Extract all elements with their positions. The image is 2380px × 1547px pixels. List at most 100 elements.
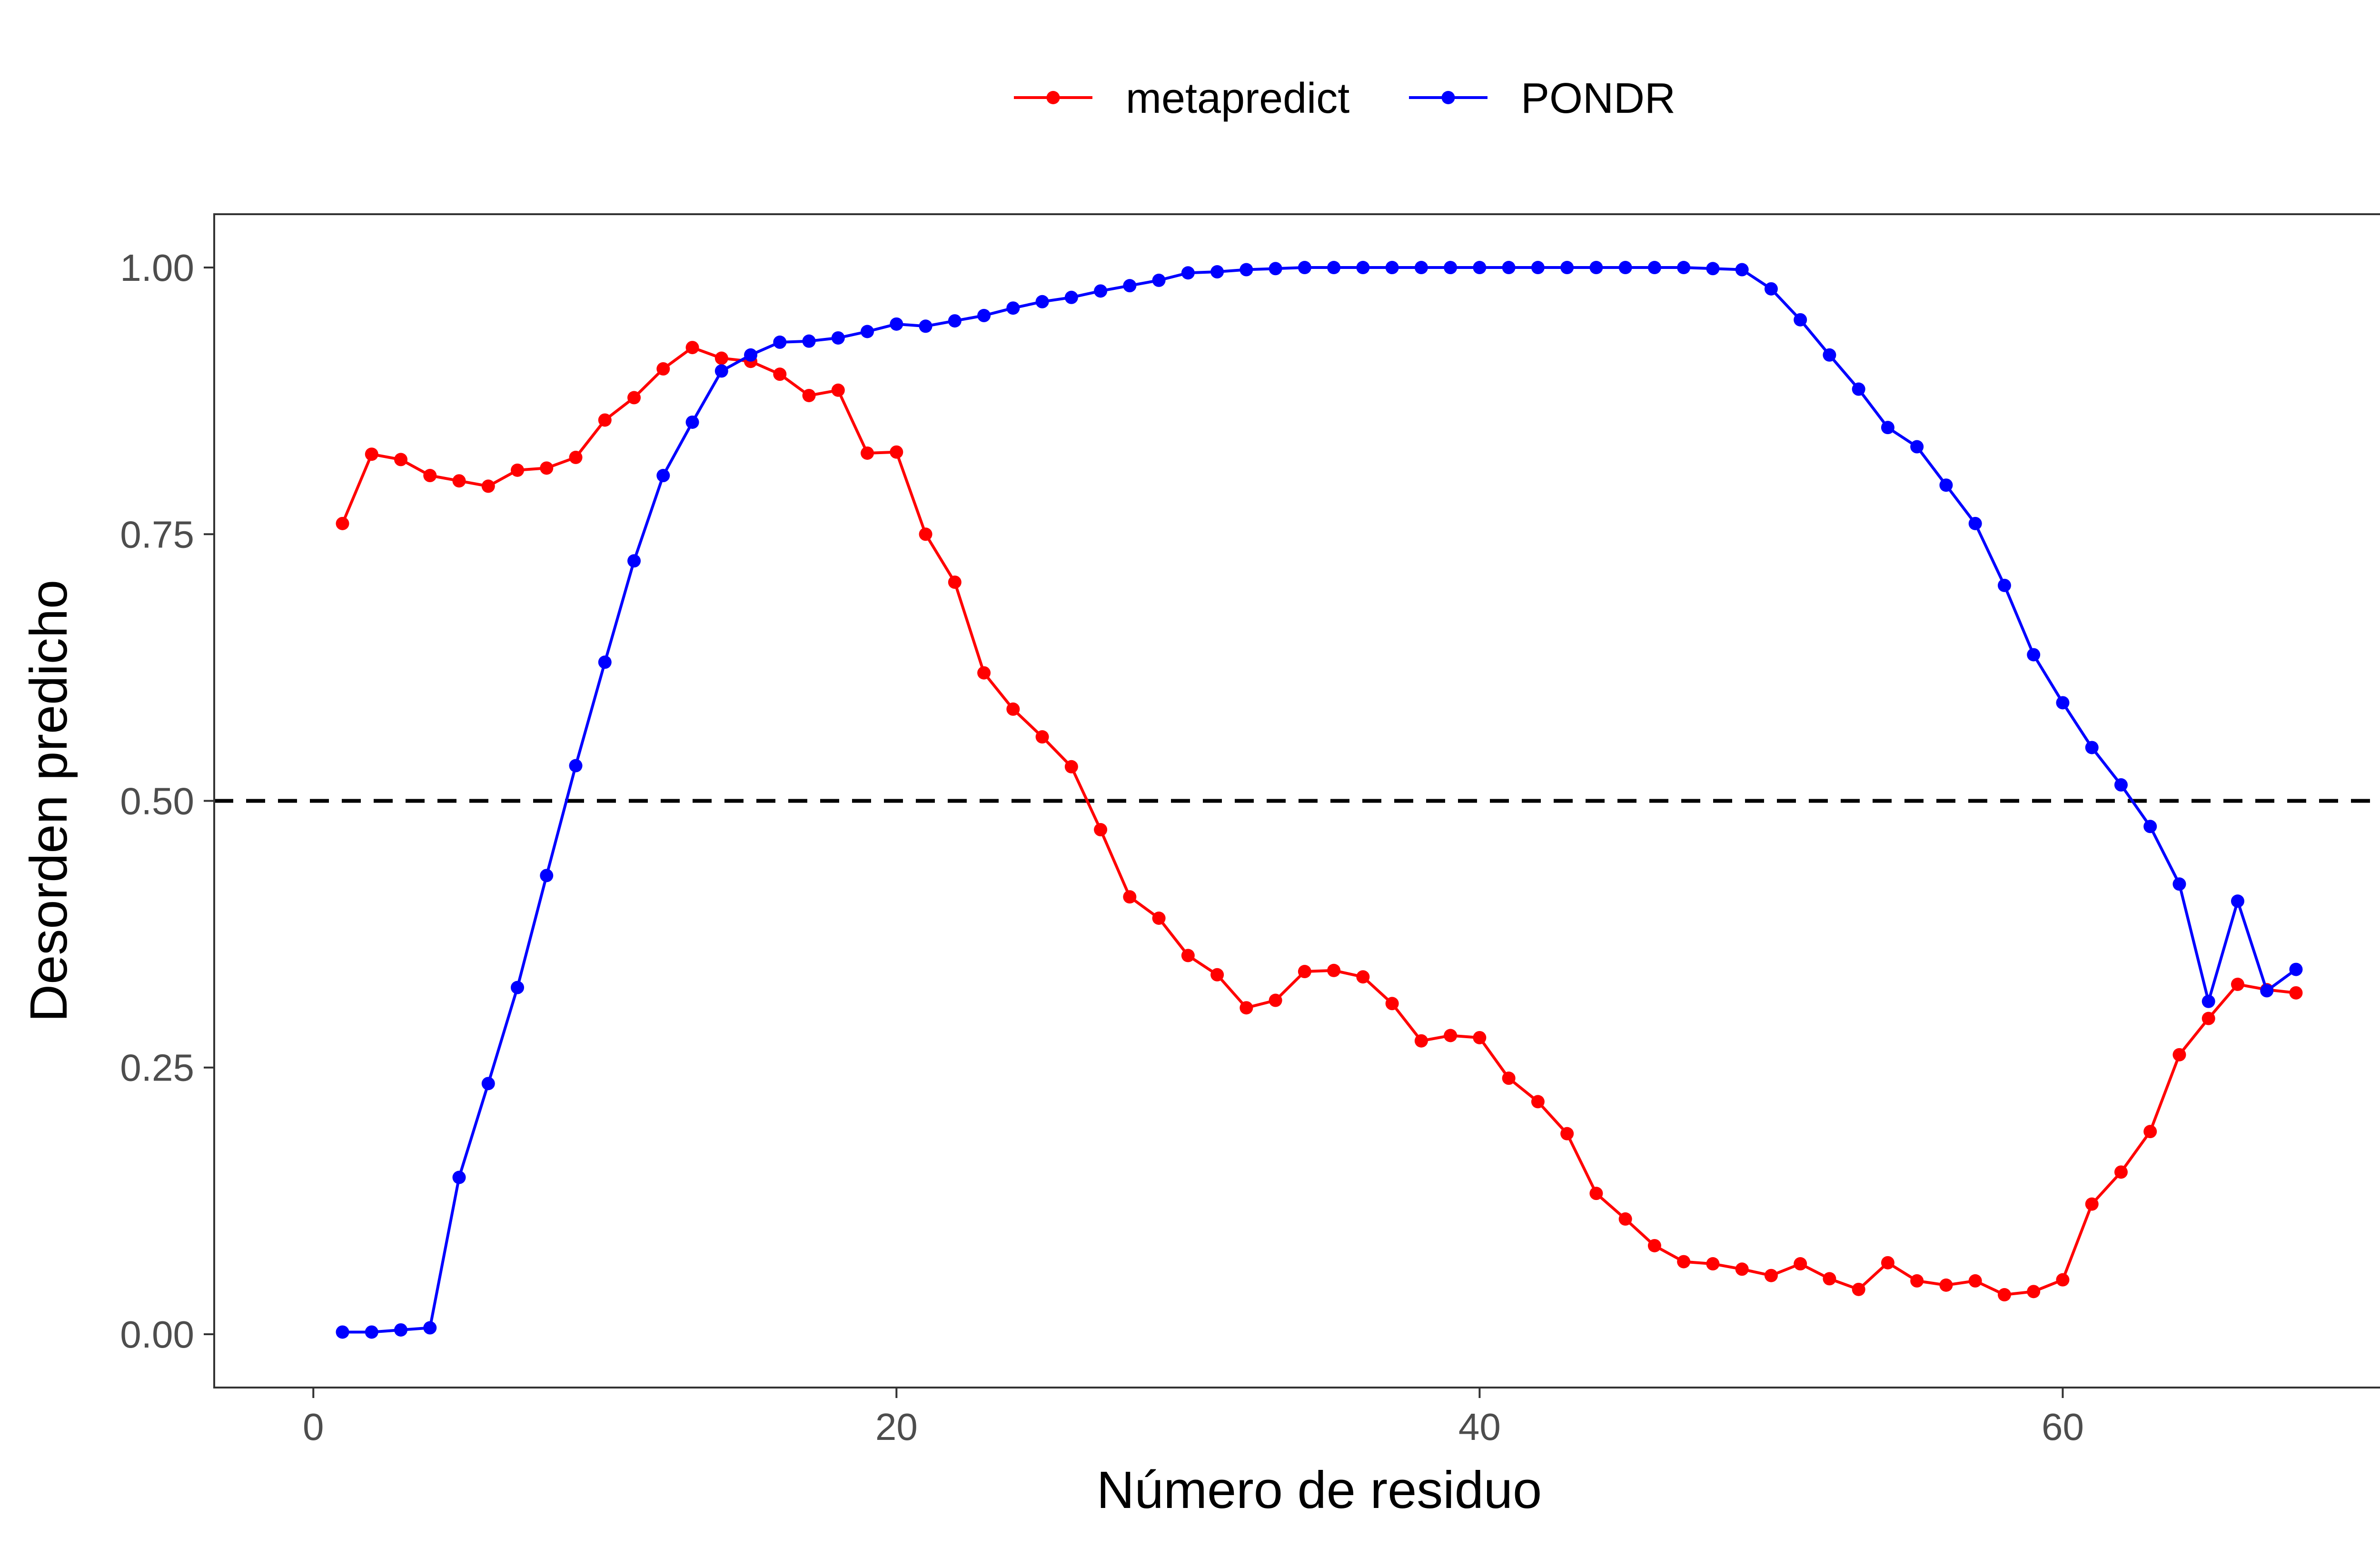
data-point <box>1968 1274 1982 1288</box>
data-point <box>890 317 903 331</box>
data-point <box>2231 894 2244 908</box>
data-point <box>656 362 670 376</box>
data-point <box>2289 986 2303 1000</box>
data-point <box>1823 348 1836 362</box>
data-point <box>336 516 349 530</box>
data-point <box>2027 648 2041 662</box>
data-point <box>2172 877 2186 891</box>
data-point <box>394 1323 408 1337</box>
data-point <box>1531 261 1545 275</box>
data-point <box>627 554 641 568</box>
x-tick-label: 60 <box>2042 1406 2084 1448</box>
data-point <box>481 479 495 493</box>
data-point <box>919 527 932 541</box>
y-tick-label: 0.75 <box>120 513 194 555</box>
data-point <box>1181 949 1195 962</box>
data-point <box>1939 1278 1953 1292</box>
data-point <box>744 348 758 362</box>
data-point <box>540 869 554 883</box>
data-point <box>336 1325 349 1339</box>
y-axis-title: Desorden predicho <box>20 580 78 1022</box>
legend: metapredict PONDR <box>1014 75 1676 122</box>
data-point <box>1035 730 1049 744</box>
data-point <box>1997 578 2011 592</box>
data-point <box>1589 1187 1603 1200</box>
series-line <box>341 346 2296 1296</box>
data-point <box>1006 702 1020 716</box>
data-point <box>1677 261 1691 275</box>
data-point <box>1531 1095 1545 1109</box>
data-point <box>1502 1071 1516 1085</box>
legend-label: metapredict <box>1126 75 1349 122</box>
legend-key-point <box>1046 91 1060 104</box>
plot-marks <box>214 261 2380 1339</box>
data-point <box>1094 823 1108 837</box>
data-point <box>1269 993 1282 1007</box>
data-point <box>2231 977 2244 991</box>
data-point <box>773 335 787 349</box>
data-point <box>2289 962 2303 976</box>
data-point <box>2056 1273 2070 1287</box>
data-point <box>2114 1165 2128 1179</box>
data-point <box>1677 1255 1691 1269</box>
data-point <box>1327 261 1341 275</box>
data-point <box>656 469 670 483</box>
data-point <box>1997 1288 2011 1302</box>
data-point <box>1064 290 1078 304</box>
data-point <box>1852 1282 1865 1296</box>
data-point <box>1181 266 1195 280</box>
legend-item-metapredict: metapredict <box>1014 75 1349 122</box>
data-point <box>1240 1001 1253 1015</box>
data-point <box>1764 1269 1778 1282</box>
data-point <box>394 453 408 466</box>
data-point <box>452 1170 466 1184</box>
data-point <box>861 446 874 460</box>
series-pondr <box>336 261 2303 1339</box>
data-point <box>2172 1048 2186 1061</box>
axes: 0 20 40 60 0.00 0.25 0.50 0.75 1.00 <box>120 247 2084 1448</box>
data-point <box>2143 820 2157 833</box>
data-point <box>1298 965 1311 979</box>
series-metapredict <box>336 341 2303 1302</box>
x-tick-label: 20 <box>875 1406 918 1448</box>
data-point <box>1035 295 1049 308</box>
data-point <box>1094 284 1108 298</box>
data-point <box>2202 994 2215 1008</box>
y-tick-label: 0.50 <box>120 780 194 823</box>
data-point <box>714 351 728 365</box>
y-tick-label: 0.00 <box>120 1313 194 1356</box>
data-point <box>1910 440 1924 454</box>
data-point <box>1852 382 1865 396</box>
data-point <box>569 450 583 464</box>
data-point <box>540 461 554 475</box>
data-point <box>423 469 437 483</box>
data-point <box>948 314 962 328</box>
data-point <box>1006 301 1020 315</box>
data-point <box>773 367 787 381</box>
data-point <box>1706 1257 1720 1271</box>
data-point <box>1385 997 1399 1011</box>
data-point <box>1414 261 1428 275</box>
data-point <box>1881 1256 1894 1269</box>
data-point <box>1414 1034 1428 1048</box>
data-point <box>1764 282 1778 296</box>
data-point <box>1881 421 1894 435</box>
data-point <box>598 655 612 669</box>
x-tick-label: 0 <box>303 1406 324 1448</box>
data-point <box>1589 261 1603 275</box>
data-point <box>1735 263 1749 277</box>
data-point <box>1618 1212 1632 1226</box>
data-point <box>511 463 525 477</box>
data-point <box>2056 696 2070 710</box>
series-line <box>342 266 2297 1334</box>
data-point <box>1123 890 1137 904</box>
data-point <box>1939 478 1953 492</box>
data-point <box>1647 261 1661 275</box>
data-point <box>627 391 641 405</box>
data-point <box>452 474 466 488</box>
data-point <box>802 334 816 348</box>
data-point <box>714 364 728 378</box>
data-point <box>2085 741 2099 754</box>
data-point <box>1356 970 1370 984</box>
